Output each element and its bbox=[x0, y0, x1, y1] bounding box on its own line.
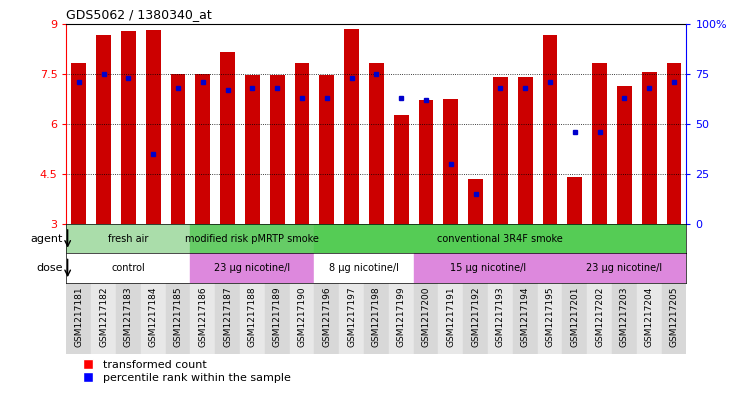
Text: GSM1217184: GSM1217184 bbox=[149, 286, 158, 347]
Bar bbox=[537, 283, 562, 354]
Bar bbox=[190, 283, 215, 354]
Text: GSM1217196: GSM1217196 bbox=[323, 286, 331, 347]
Text: GSM1217189: GSM1217189 bbox=[273, 286, 282, 347]
Bar bbox=[66, 224, 190, 253]
Bar bbox=[493, 77, 508, 224]
Bar bbox=[121, 31, 136, 224]
Text: GSM1217200: GSM1217200 bbox=[421, 286, 430, 347]
Text: GSM1217195: GSM1217195 bbox=[545, 286, 554, 347]
Bar bbox=[661, 283, 686, 354]
Bar bbox=[369, 63, 384, 224]
Text: 15 μg nicotine/l: 15 μg nicotine/l bbox=[450, 263, 526, 273]
Text: GSM1217197: GSM1217197 bbox=[347, 286, 356, 347]
Bar bbox=[513, 283, 537, 354]
Text: GSM1217190: GSM1217190 bbox=[297, 286, 306, 347]
Text: GDS5062 / 1380340_at: GDS5062 / 1380340_at bbox=[66, 8, 212, 21]
Text: GSM1217192: GSM1217192 bbox=[471, 286, 480, 347]
Bar bbox=[642, 72, 657, 224]
Text: GSM1217198: GSM1217198 bbox=[372, 286, 381, 347]
Text: agent: agent bbox=[30, 234, 63, 244]
Text: GSM1217204: GSM1217204 bbox=[645, 286, 654, 347]
Bar bbox=[463, 283, 488, 354]
Bar bbox=[265, 283, 289, 354]
Bar bbox=[617, 86, 632, 224]
Bar bbox=[468, 179, 483, 224]
Bar bbox=[592, 63, 607, 224]
Bar bbox=[220, 52, 235, 224]
Bar bbox=[289, 283, 314, 354]
Bar bbox=[488, 283, 513, 354]
Text: GSM1217183: GSM1217183 bbox=[124, 286, 133, 347]
Bar bbox=[444, 99, 458, 224]
Text: GSM1217191: GSM1217191 bbox=[446, 286, 455, 347]
Text: GSM1217202: GSM1217202 bbox=[595, 286, 604, 347]
Bar bbox=[165, 283, 190, 354]
Bar bbox=[389, 283, 413, 354]
Bar bbox=[637, 283, 661, 354]
Legend: transformed count, percentile rank within the sample: transformed count, percentile rank withi… bbox=[72, 355, 295, 387]
Bar bbox=[240, 283, 265, 354]
Bar bbox=[215, 283, 240, 354]
Text: GSM1217199: GSM1217199 bbox=[397, 286, 406, 347]
Bar bbox=[66, 253, 190, 283]
Bar bbox=[314, 224, 686, 253]
Text: 23 μg nicotine/l: 23 μg nicotine/l bbox=[586, 263, 663, 273]
Bar bbox=[314, 283, 339, 354]
Text: dose: dose bbox=[36, 263, 63, 273]
Text: GSM1217188: GSM1217188 bbox=[248, 286, 257, 347]
Bar bbox=[562, 253, 686, 283]
Bar bbox=[190, 224, 314, 253]
Bar bbox=[438, 283, 463, 354]
Bar bbox=[364, 283, 389, 354]
Bar bbox=[394, 116, 409, 224]
Bar bbox=[96, 35, 111, 224]
Bar bbox=[518, 77, 533, 224]
Text: fresh air: fresh air bbox=[108, 234, 148, 244]
Text: GSM1217203: GSM1217203 bbox=[620, 286, 629, 347]
Bar bbox=[562, 283, 587, 354]
Bar bbox=[170, 74, 185, 224]
Bar bbox=[72, 63, 86, 224]
Bar bbox=[418, 101, 433, 224]
Text: GSM1217186: GSM1217186 bbox=[199, 286, 207, 347]
Bar bbox=[92, 283, 116, 354]
Text: GSM1217185: GSM1217185 bbox=[173, 286, 182, 347]
Bar bbox=[141, 283, 165, 354]
Text: modified risk pMRTP smoke: modified risk pMRTP smoke bbox=[185, 234, 320, 244]
Bar bbox=[314, 253, 413, 283]
Bar bbox=[320, 75, 334, 224]
Text: conventional 3R4F smoke: conventional 3R4F smoke bbox=[438, 234, 563, 244]
Bar bbox=[666, 63, 681, 224]
Bar bbox=[339, 283, 364, 354]
Bar bbox=[66, 283, 92, 354]
Bar bbox=[587, 283, 612, 354]
Bar bbox=[270, 75, 285, 224]
Bar bbox=[568, 176, 582, 224]
Bar bbox=[344, 29, 359, 224]
Bar bbox=[146, 29, 161, 224]
Bar bbox=[413, 283, 438, 354]
Text: GSM1217187: GSM1217187 bbox=[223, 286, 232, 347]
Text: GSM1217193: GSM1217193 bbox=[496, 286, 505, 347]
Bar bbox=[245, 75, 260, 224]
Bar bbox=[190, 253, 314, 283]
Bar bbox=[413, 253, 562, 283]
Text: 8 μg nicotine/l: 8 μg nicotine/l bbox=[329, 263, 399, 273]
Bar bbox=[116, 283, 141, 354]
Bar bbox=[196, 74, 210, 224]
Text: control: control bbox=[111, 263, 145, 273]
Bar bbox=[294, 63, 309, 224]
Text: GSM1217201: GSM1217201 bbox=[570, 286, 579, 347]
Bar bbox=[542, 35, 557, 224]
Bar bbox=[612, 283, 637, 354]
Text: GSM1217205: GSM1217205 bbox=[669, 286, 678, 347]
Text: 23 μg nicotine/l: 23 μg nicotine/l bbox=[214, 263, 291, 273]
Text: GSM1217181: GSM1217181 bbox=[75, 286, 83, 347]
Text: GSM1217182: GSM1217182 bbox=[99, 286, 108, 347]
Text: GSM1217194: GSM1217194 bbox=[521, 286, 530, 347]
